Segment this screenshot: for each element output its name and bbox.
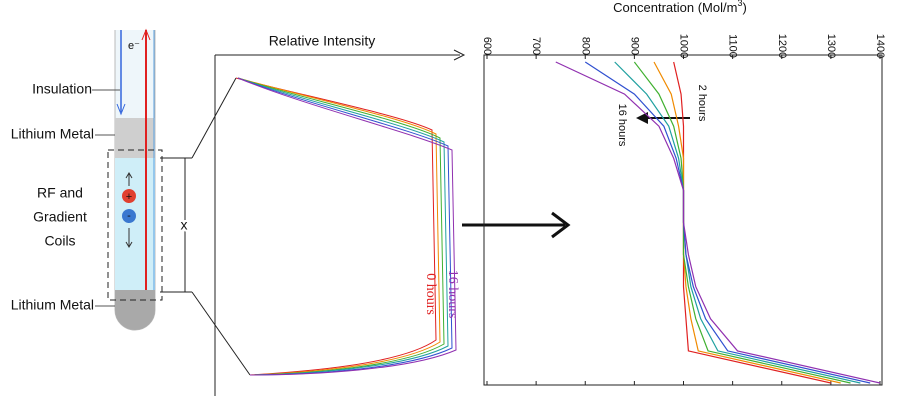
label: x xyxy=(181,217,188,233)
label: Lithium Metal xyxy=(11,126,94,142)
label: 16 hours xyxy=(445,270,460,319)
label: + xyxy=(126,191,132,203)
label: Gradient xyxy=(33,209,87,225)
x-tick-label: 1200 xyxy=(776,34,788,58)
x-tick-label: 1000 xyxy=(678,34,690,58)
x-tick-label: 1400 xyxy=(874,34,886,58)
label: Insulation xyxy=(32,81,92,97)
series-line xyxy=(633,61,851,384)
label: Lithium Metal xyxy=(11,297,94,313)
annotation-arrow xyxy=(636,112,690,124)
x-tick-label: 600 xyxy=(481,37,493,55)
chart-title: Concentration (Mol/m3) xyxy=(613,0,747,15)
x-tick-label: 700 xyxy=(530,37,542,55)
series-line xyxy=(555,61,881,384)
label: RF and xyxy=(37,185,83,201)
label: 0 hours xyxy=(423,273,438,315)
label: e⁻ xyxy=(128,40,140,52)
annotation: 2 hours xyxy=(696,85,708,122)
label: Coils xyxy=(44,233,75,249)
tube xyxy=(92,28,251,376)
x-tick-label: 1300 xyxy=(825,34,837,58)
x-tick-label: 1100 xyxy=(727,34,739,58)
x-tick-label: 800 xyxy=(579,37,591,55)
label: Relative Intensity xyxy=(269,33,376,49)
series-line xyxy=(614,61,861,384)
annotation: 16 hours xyxy=(616,104,628,147)
profile xyxy=(214,49,571,396)
x-tick-label: 900 xyxy=(628,37,640,55)
label: - xyxy=(127,210,131,222)
